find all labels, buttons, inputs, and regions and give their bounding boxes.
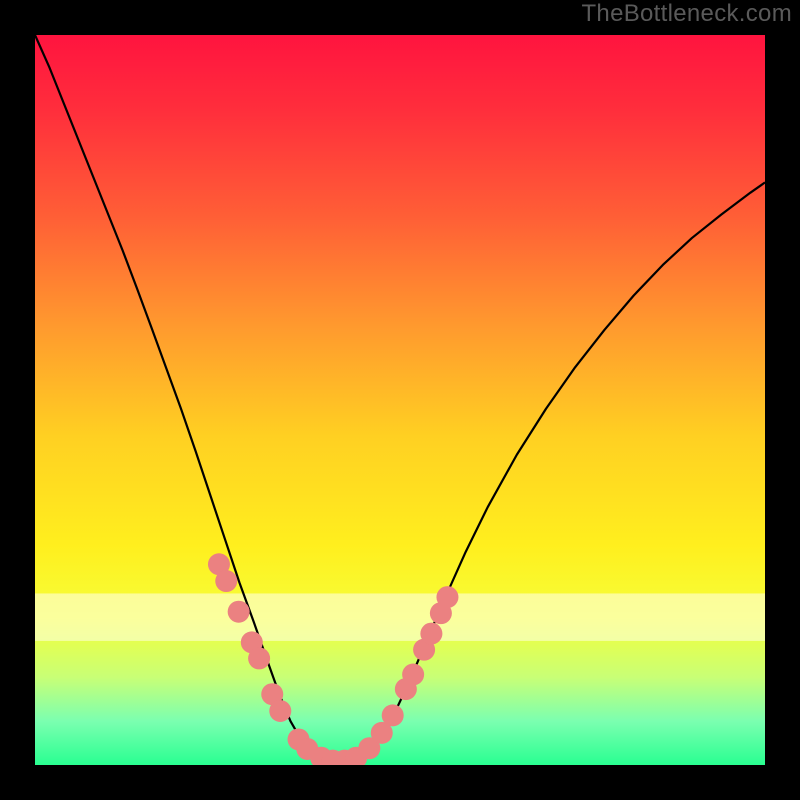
watermark-text: TheBottleneck.com xyxy=(581,0,792,28)
curve-marker xyxy=(248,647,270,669)
curve-marker xyxy=(420,623,442,645)
pale-band xyxy=(35,593,765,640)
curve-marker xyxy=(436,586,458,608)
curve-marker xyxy=(269,700,291,722)
chart-background xyxy=(35,35,765,765)
curve-marker xyxy=(228,601,250,623)
curve-marker xyxy=(382,704,404,726)
curve-marker xyxy=(215,570,237,592)
bottleneck-chart xyxy=(35,35,765,765)
curve-marker xyxy=(402,663,424,685)
